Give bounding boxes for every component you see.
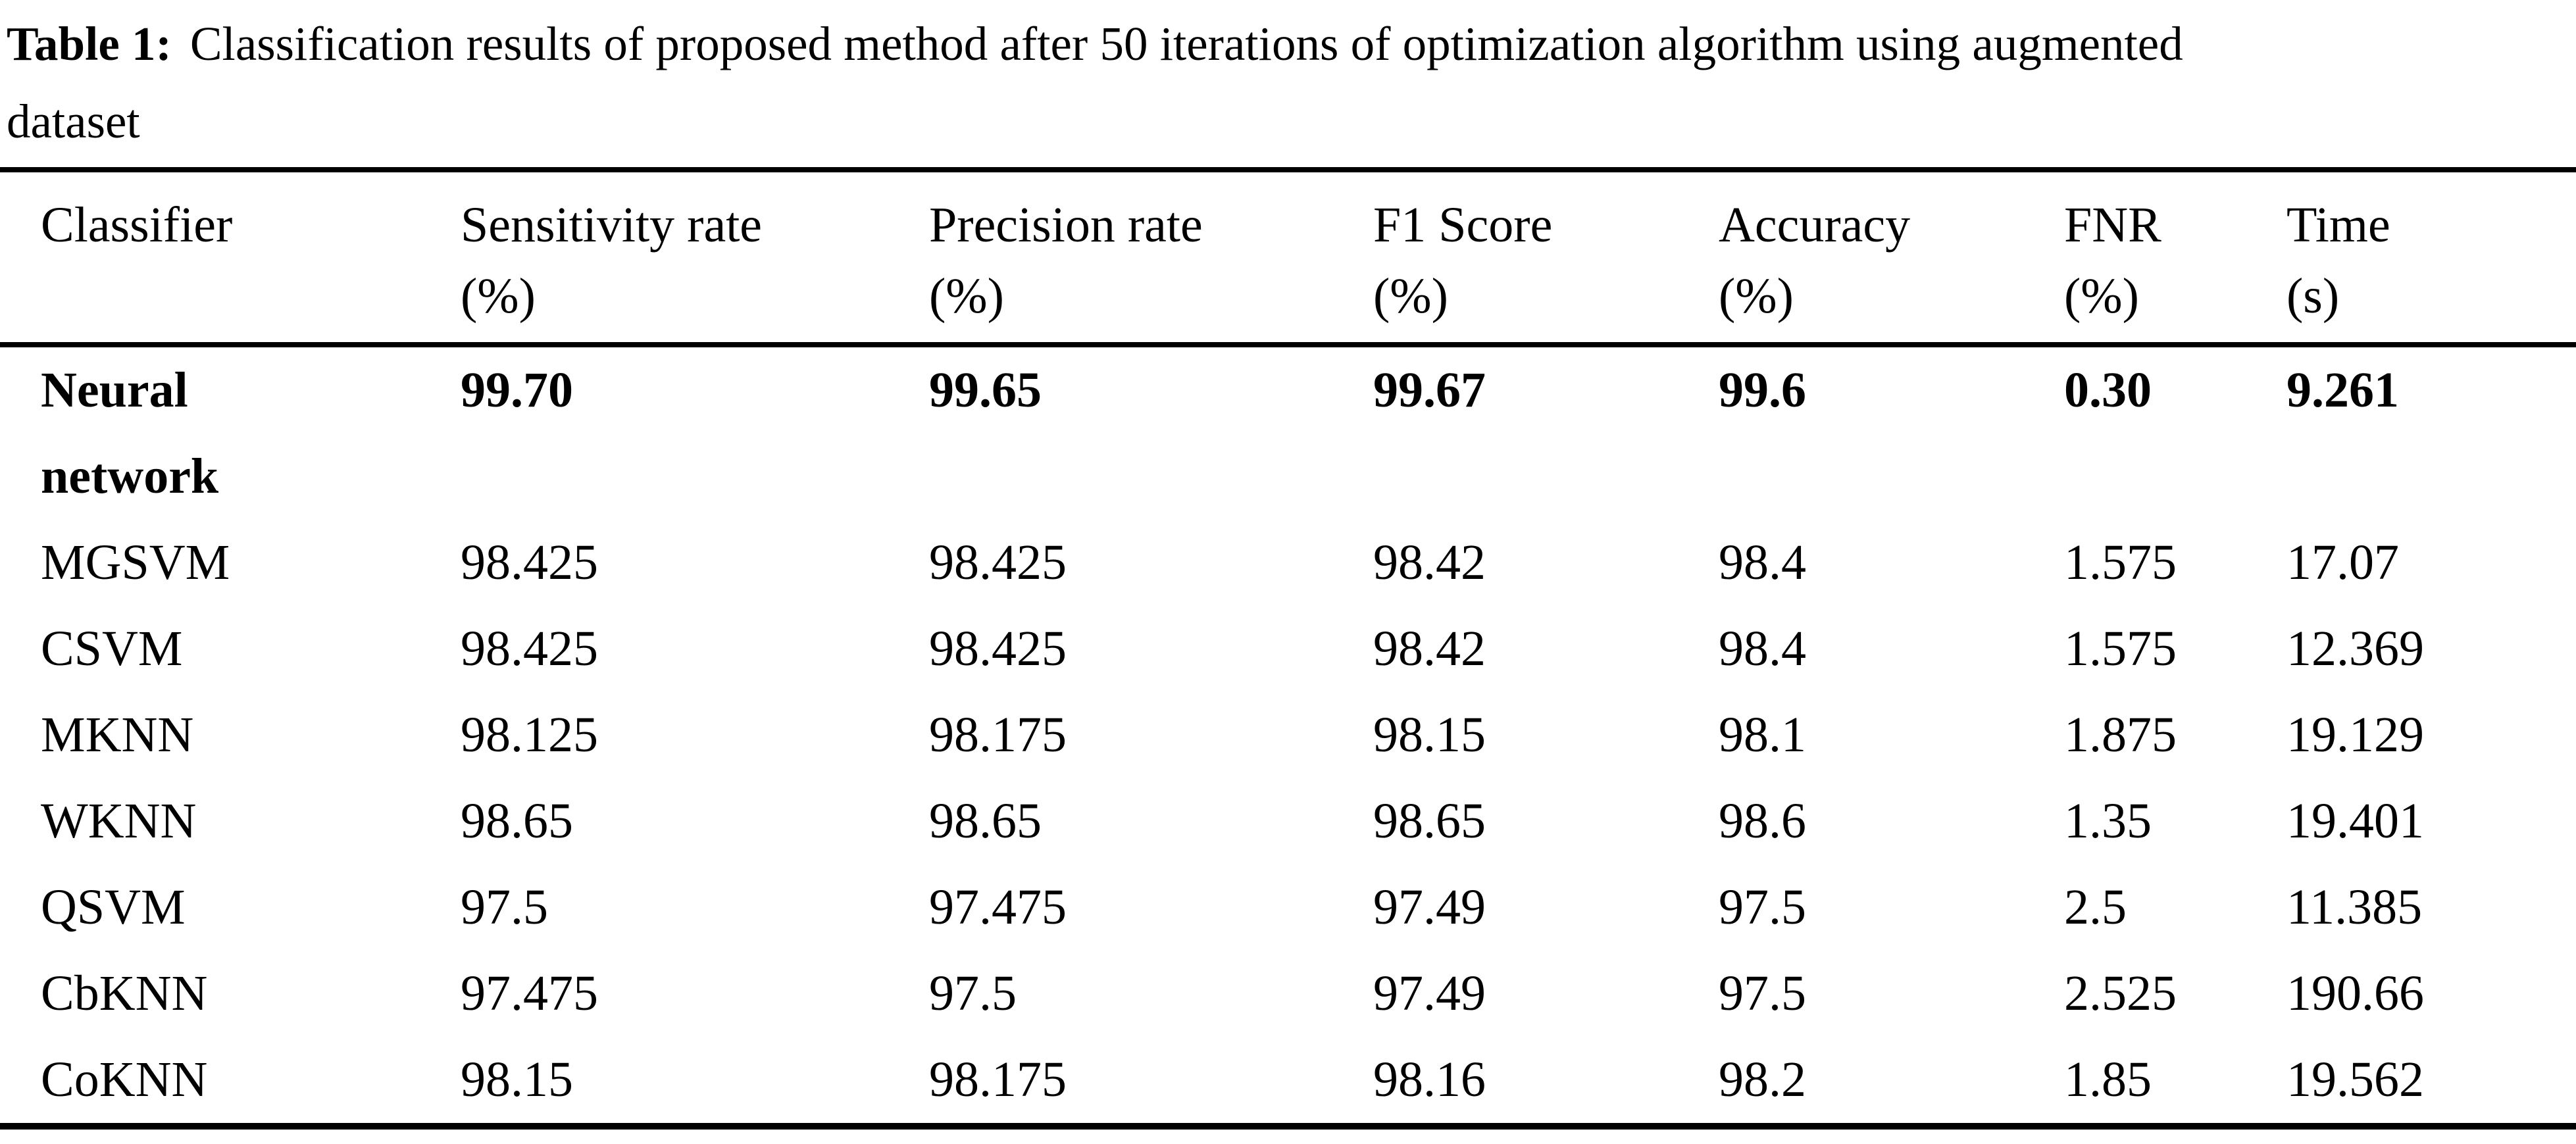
cell-precision: 98.175 xyxy=(929,707,1067,762)
cell-accuracy: 97.5 xyxy=(1719,966,1806,1021)
column-header-label: F1 Score xyxy=(1373,197,1553,253)
column-header-label: Accuracy xyxy=(1719,197,1911,253)
row-label: WKNN xyxy=(41,793,197,849)
cell-sensitivity: 98.65 xyxy=(461,793,573,849)
cell-f1-score: 99.67 xyxy=(1373,362,1486,418)
results-table: Classifier Sensitivity rate (%) Precisio… xyxy=(0,167,2576,1130)
cell-precision: 98.175 xyxy=(929,1052,1067,1107)
cell-f1-score: 98.15 xyxy=(1373,707,1486,762)
cell-sensitivity: 98.425 xyxy=(461,535,598,590)
row-label: CSVM xyxy=(41,621,183,676)
cell-fnr: 1.35 xyxy=(2064,793,2152,849)
cell-precision: 98.425 xyxy=(929,621,1067,676)
column-header-label: Time xyxy=(2286,197,2390,253)
cell-accuracy: 98.4 xyxy=(1719,535,1806,590)
cell-fnr: 1.575 xyxy=(2064,621,2177,676)
cell-f1-score: 97.49 xyxy=(1373,966,1486,1021)
cell-time: 19.401 xyxy=(2286,793,2424,849)
table-caption: Table 1: Classification results of propos… xyxy=(0,0,2576,161)
column-header-unit: (%) xyxy=(461,268,536,324)
cell-sensitivity: 99.70 xyxy=(461,362,573,418)
cell-sensitivity: 97.475 xyxy=(461,966,598,1021)
table-row-mgsvm: MGSVM 98.425 98.425 98.42 98.4 1.575 17.… xyxy=(0,520,2576,606)
column-header-time: Time (s) xyxy=(2286,170,2576,345)
column-header-precision-rate: Precision rate (%) xyxy=(929,170,1373,345)
cell-accuracy: 99.6 xyxy=(1719,362,1806,418)
column-header-label: Precision rate xyxy=(929,197,1203,253)
column-header-f1-score: F1 Score (%) xyxy=(1373,170,1719,345)
cell-time: 190.66 xyxy=(2286,966,2424,1021)
caption-label: Table 1: xyxy=(7,17,172,70)
column-header-label: Classifier xyxy=(41,197,233,253)
cell-time: 17.07 xyxy=(2286,535,2399,590)
table-row-coknn: CoKNN 98.15 98.175 98.16 98.2 1.85 19.56… xyxy=(0,1037,2576,1126)
cell-sensitivity: 98.425 xyxy=(461,621,598,676)
cell-accuracy: 98.6 xyxy=(1719,793,1806,849)
table-body: Neural network 99.70 99.65 99.67 99.6 0.… xyxy=(0,345,2576,1126)
column-header-sensitivity-rate: Sensitivity rate (%) xyxy=(461,170,929,345)
column-header-unit: (%) xyxy=(1373,268,1448,324)
column-header-accuracy: Accuracy (%) xyxy=(1719,170,2064,345)
cell-f1-score: 98.65 xyxy=(1373,793,1486,849)
row-label-text: Neural network xyxy=(41,362,219,504)
cell-f1-score: 98.16 xyxy=(1373,1052,1486,1107)
cell-precision: 98.425 xyxy=(929,535,1067,590)
cell-time: 9.261 xyxy=(2286,362,2399,418)
column-header-unit: (s) xyxy=(2286,268,2340,324)
table-row-mknn: MKNN 98.125 98.175 98.15 98.1 1.875 19.1… xyxy=(0,692,2576,778)
table-row-qsvm: QSVM 97.5 97.475 97.49 97.5 2.5 11.385 xyxy=(0,864,2576,951)
cell-fnr: 2.5 xyxy=(2064,880,2127,935)
column-header-label: Sensitivity rate xyxy=(461,197,763,253)
cell-sensitivity: 97.5 xyxy=(461,880,548,935)
cell-precision: 99.65 xyxy=(929,362,1042,418)
cell-fnr: 2.525 xyxy=(2064,966,2177,1021)
cell-precision: 98.65 xyxy=(929,793,1042,849)
table-header: Classifier Sensitivity rate (%) Precisio… xyxy=(0,170,2576,345)
column-header-fnr: FNR (%) xyxy=(2064,170,2286,345)
cell-f1-score: 98.42 xyxy=(1373,621,1486,676)
column-header-unit: (%) xyxy=(2064,268,2139,324)
table-row-neural-network: Neural network 99.70 99.65 99.67 99.6 0.… xyxy=(0,345,2576,520)
cell-f1-score: 98.42 xyxy=(1373,535,1486,590)
cell-fnr: 1.85 xyxy=(2064,1052,2152,1107)
caption-text: Classification results of proposed metho… xyxy=(189,17,2183,70)
row-label: CbKNN xyxy=(41,966,208,1021)
cell-accuracy: 98.2 xyxy=(1719,1052,1806,1107)
cell-fnr: 1.875 xyxy=(2064,707,2177,762)
cell-time: 19.129 xyxy=(2286,707,2424,762)
cell-precision: 97.5 xyxy=(929,966,1017,1021)
row-label: MGSVM xyxy=(41,535,230,590)
cell-precision: 97.475 xyxy=(929,880,1067,935)
cell-fnr: 0.30 xyxy=(2064,362,2152,418)
table-row-cbknn: CbKNN 97.475 97.5 97.49 97.5 2.525 190.6… xyxy=(0,951,2576,1037)
cell-fnr: 1.575 xyxy=(2064,535,2177,590)
column-header-label: FNR xyxy=(2064,197,2161,253)
cell-accuracy: 98.1 xyxy=(1719,707,1806,762)
column-header-unit: (%) xyxy=(929,268,1004,324)
cell-sensitivity: 98.15 xyxy=(461,1052,573,1107)
cell-f1-score: 97.49 xyxy=(1373,880,1486,935)
row-label: Neural network xyxy=(0,345,461,520)
caption-text-line2: dataset xyxy=(7,95,140,148)
cell-accuracy: 97.5 xyxy=(1719,880,1806,935)
header-row: Classifier Sensitivity rate (%) Precisio… xyxy=(0,170,2576,345)
cell-sensitivity: 98.125 xyxy=(461,707,598,762)
table-row-wknn: WKNN 98.65 98.65 98.65 98.6 1.35 19.401 xyxy=(0,778,2576,864)
cell-time: 19.562 xyxy=(2286,1052,2424,1107)
row-label: MKNN xyxy=(41,707,194,762)
table-row-csvm: CSVM 98.425 98.425 98.42 98.4 1.575 12.3… xyxy=(0,606,2576,692)
cell-time: 11.385 xyxy=(2286,880,2423,935)
cell-accuracy: 98.4 xyxy=(1719,621,1806,676)
row-label: QSVM xyxy=(41,880,186,935)
cell-time: 12.369 xyxy=(2286,621,2424,676)
column-header-classifier: Classifier xyxy=(0,170,461,345)
column-header-unit: (%) xyxy=(1719,268,1794,324)
row-label: CoKNN xyxy=(41,1052,208,1107)
